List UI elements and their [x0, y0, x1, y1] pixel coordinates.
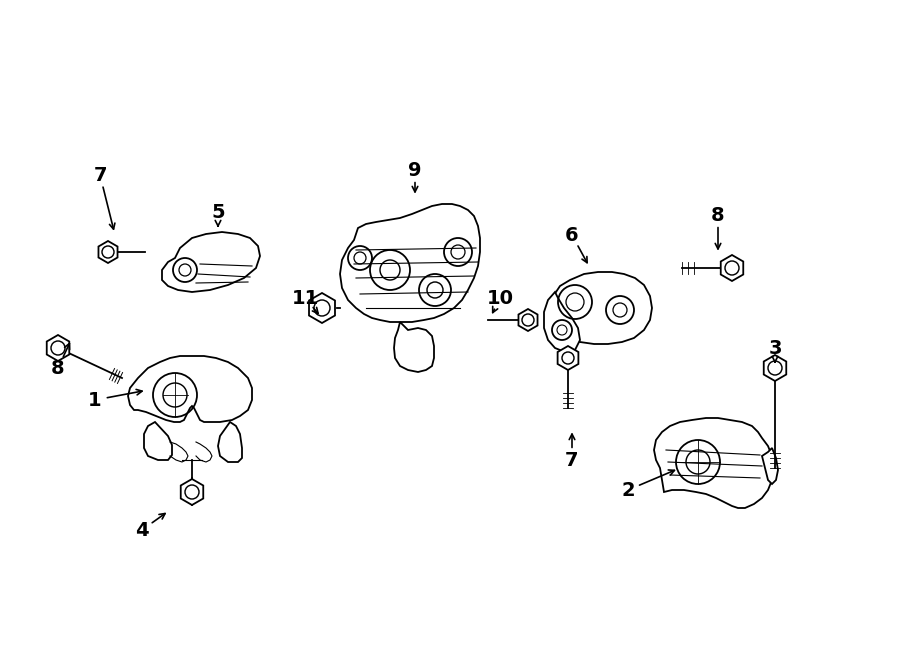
- Polygon shape: [162, 232, 260, 292]
- Polygon shape: [98, 241, 118, 263]
- Text: 8: 8: [51, 359, 65, 377]
- Polygon shape: [762, 448, 778, 484]
- Polygon shape: [394, 322, 434, 372]
- Polygon shape: [309, 293, 335, 323]
- Polygon shape: [721, 255, 743, 281]
- Text: 11: 11: [292, 289, 319, 308]
- Text: 3: 3: [769, 338, 782, 357]
- Polygon shape: [340, 204, 480, 322]
- Text: 2: 2: [621, 481, 634, 500]
- Text: 7: 7: [94, 166, 107, 185]
- Text: 10: 10: [487, 289, 514, 308]
- Text: 4: 4: [135, 520, 148, 540]
- Text: 5: 5: [212, 203, 225, 222]
- Text: 7: 7: [565, 451, 579, 469]
- Polygon shape: [128, 356, 252, 422]
- Polygon shape: [144, 422, 172, 460]
- Text: 6: 6: [565, 226, 579, 244]
- Polygon shape: [544, 292, 580, 352]
- Polygon shape: [764, 355, 787, 381]
- Polygon shape: [548, 272, 652, 344]
- Text: 9: 9: [409, 160, 422, 179]
- Polygon shape: [218, 422, 242, 462]
- Text: 8: 8: [711, 205, 724, 224]
- Polygon shape: [181, 479, 203, 505]
- Polygon shape: [518, 309, 537, 331]
- Text: 1: 1: [88, 391, 102, 410]
- Polygon shape: [654, 418, 774, 508]
- Polygon shape: [558, 346, 579, 370]
- Polygon shape: [47, 335, 69, 361]
